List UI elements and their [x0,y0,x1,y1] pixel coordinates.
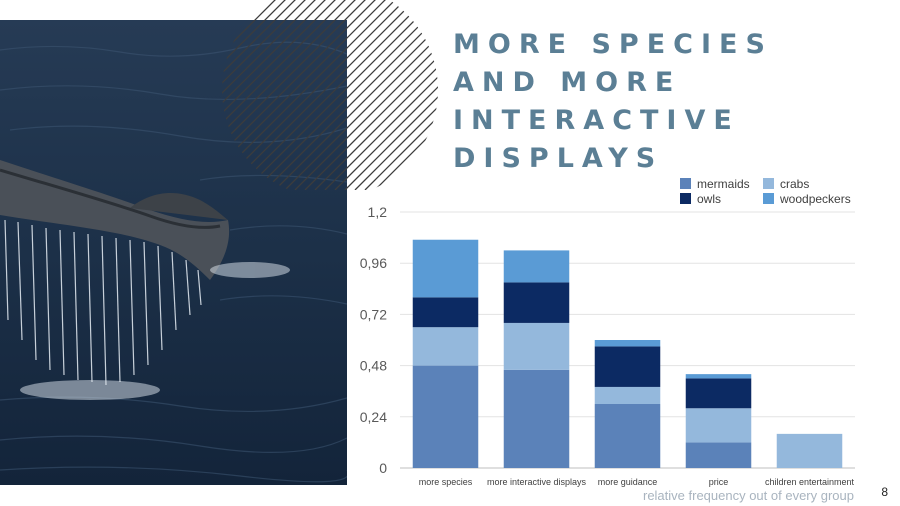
whale-tail-image [0,20,347,485]
bar-segment-mermaids [594,404,661,468]
chart-bars [412,239,843,468]
bar-segment-crabs [776,433,843,468]
legend-label-woodpeckers: woodpeckers [779,192,851,206]
y-tick-label: 0,48 [360,358,387,374]
bar-segment-crabs [685,408,752,443]
bar-segment-woodpeckers [503,250,570,283]
x-tick-label: more guidance [598,477,658,487]
legend-swatch-owls [680,193,691,204]
chart-legend: mermaids crabs owls woodpeckers [680,177,851,206]
bar-segment-owls [503,282,570,323]
x-axis-labels: more species more interactive displays mor… [419,477,855,487]
decorative-hatched-circle [222,0,438,190]
slide-title: MORE SPECIES AND MORE INTERACTIVE DISPLA… [453,26,773,178]
x-tick-label: children entertainment [765,477,855,487]
stacked-bar-chart: mermaids crabs owls woodpeckers 0 0,24 0,48 0,… [360,177,855,487]
title-line: DISPLAYS [453,143,664,174]
bar-segment-woodpeckers [594,340,661,347]
bar-segment-woodpeckers [685,374,752,379]
legend-swatch-mermaids [680,178,691,189]
bar-segment-owls [412,297,479,328]
page-number: 8 [881,485,888,499]
bar-segment-woodpeckers [412,239,479,298]
title-line: AND MORE [453,67,682,98]
bar-segment-crabs [503,322,570,370]
x-tick-label: price [709,477,729,487]
x-tick-label: more species [419,477,473,487]
y-tick-label: 0,72 [360,306,387,322]
chart-caption: relative frequency out of every group [642,488,854,503]
y-tick-label: 0 [379,460,387,476]
bar-segment-mermaids [503,369,570,468]
y-tick-label: 0,24 [360,409,387,425]
bar-segment-owls [594,346,661,387]
legend-swatch-woodpeckers [763,193,774,204]
bar-segment-crabs [594,386,661,404]
whale-tail-photo [0,20,347,485]
bar-segment-mermaids [412,365,479,468]
legend-label-owls: owls [697,192,721,206]
bar-segment-owls [685,378,752,409]
legend-swatch-crabs [763,178,774,189]
bar-segment-mermaids [685,442,752,468]
legend-label-mermaids: mermaids [697,177,750,191]
y-axis-labels: 0 0,24 0,48 0,72 0,96 1,2 [360,204,387,476]
bar-segment-crabs [412,327,479,366]
title-line: INTERACTIVE [453,105,740,136]
x-tick-label: more interactive displays [487,477,587,487]
title-line: MORE SPECIES [453,29,773,60]
legend-label-crabs: crabs [780,177,809,191]
y-tick-label: 1,2 [368,204,388,220]
y-tick-label: 0,96 [360,255,387,271]
